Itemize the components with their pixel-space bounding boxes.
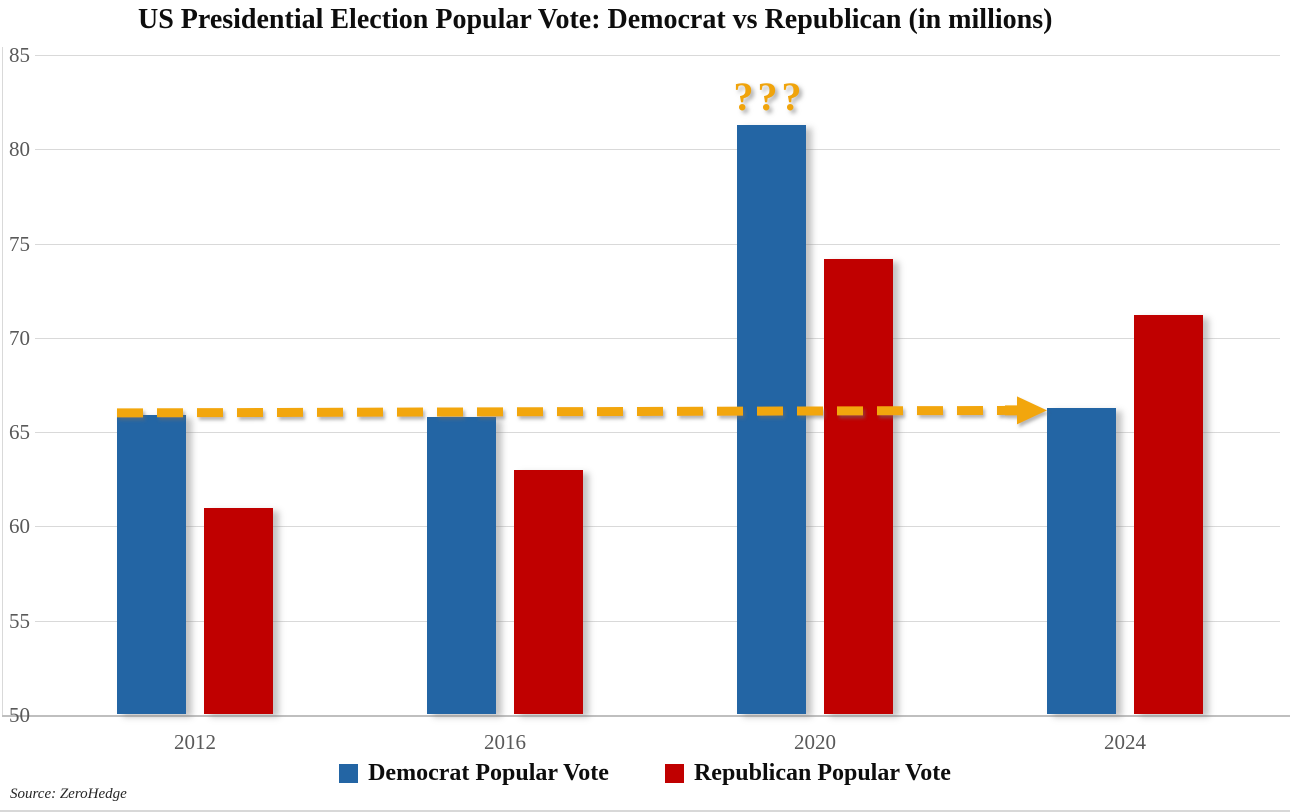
x-tick-label: 2012: [174, 730, 216, 754]
bar-democrat-2012: [117, 415, 186, 714]
x-tick-label: 2016: [484, 730, 526, 754]
gridline-y70: [35, 337, 1280, 339]
bar-democrat-2016: [427, 417, 496, 714]
bar-republican-2012: [204, 507, 273, 714]
bar-republican-2016: [514, 469, 583, 714]
gridline-y80: [35, 149, 1280, 151]
democrat-swatch-icon: [339, 763, 359, 783]
y-tick-label: 80: [9, 137, 30, 162]
y-tick-label: 85: [9, 43, 30, 67]
x-tick-label: 2024: [1104, 730, 1146, 754]
y-tick-label: 50: [9, 703, 30, 727]
bar-republican-2024: [1134, 315, 1203, 714]
chart-legend: Democrat Popular Vote Republican Popular…: [0, 756, 1290, 790]
legend-item-republican: Republican Popular Vote: [664, 759, 951, 787]
x-axis-line: [2, 715, 1290, 717]
chart-title: US Presidential Election Popular Vote: D…: [138, 4, 1053, 35]
source-attribution: Source: ZeroHedge: [10, 786, 127, 802]
x-tick-label: 2020: [794, 730, 836, 754]
gridline-y85: [35, 55, 1280, 56]
bar-republican-2020: [824, 258, 893, 714]
y-tick-label: 70: [9, 325, 30, 350]
y-tick-label: 60: [9, 514, 30, 539]
legend-label-democrat: Democrat Popular Vote: [368, 759, 609, 786]
gridline-y60: [35, 526, 1280, 528]
gridline-y55: [35, 620, 1280, 622]
legend-item-democrat: Democrat Popular Vote: [339, 760, 609, 787]
republican-swatch-icon: [664, 763, 684, 783]
y-tick-label: 65: [9, 420, 30, 445]
plot-left-border: [2, 47, 3, 715]
question-marks-annotation: ???: [733, 73, 806, 119]
y-tick-label: 75: [9, 231, 30, 256]
y-tick-label: 55: [9, 608, 30, 633]
gridline-y65: [35, 432, 1280, 434]
gridline-y75: [35, 243, 1280, 245]
bar-democrat-2020: [737, 124, 806, 714]
legend-label-republican: Republican Popular Vote: [693, 759, 951, 786]
bar-democrat-2024: [1047, 407, 1116, 714]
